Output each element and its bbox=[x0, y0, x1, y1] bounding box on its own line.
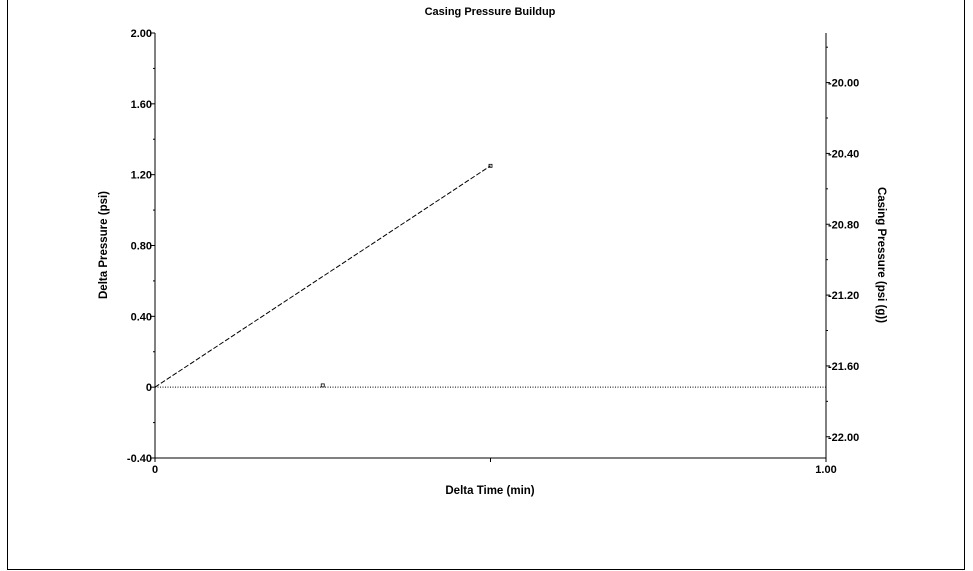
x-tick-label: 1.00 bbox=[815, 464, 836, 476]
chart-frame bbox=[7, 0, 965, 570]
data-point bbox=[488, 163, 493, 168]
y-tick-label: 0.80 bbox=[131, 241, 152, 253]
y-tick-label: 0.40 bbox=[131, 311, 152, 323]
y2-tick-label: -21.20 bbox=[828, 290, 859, 302]
y-tick-label: -0.40 bbox=[127, 453, 152, 465]
marks-layer bbox=[154, 163, 826, 388]
y2-axis-label: Casing Pressure (psi (g)) bbox=[875, 187, 887, 323]
y2-tick-label: -20.40 bbox=[828, 148, 859, 160]
y-tick-label: 1.20 bbox=[131, 170, 152, 182]
y-tick-label: 2.00 bbox=[131, 28, 152, 40]
x-axis-label: Delta Time (min) bbox=[445, 485, 534, 497]
trend-line bbox=[154, 165, 491, 388]
y2-tick-label: -20.00 bbox=[828, 78, 859, 90]
y-tick-label: 1.60 bbox=[131, 99, 152, 111]
y2-tick-label: -22.00 bbox=[828, 432, 859, 444]
y-axis-label: Delta Pressure (psi) bbox=[98, 191, 110, 299]
y2-tick-label: -20.80 bbox=[828, 219, 859, 231]
y2-tick-label: -21.60 bbox=[828, 361, 859, 373]
data-point bbox=[320, 383, 325, 388]
x-tick-label: 0 bbox=[152, 464, 158, 476]
axes-layer: -0.4000.400.801.201.602.00-22.00-21.60-2… bbox=[127, 28, 859, 476]
y-tick-label: 0 bbox=[146, 382, 152, 394]
chart-title: Casing Pressure Buildup bbox=[425, 6, 556, 18]
